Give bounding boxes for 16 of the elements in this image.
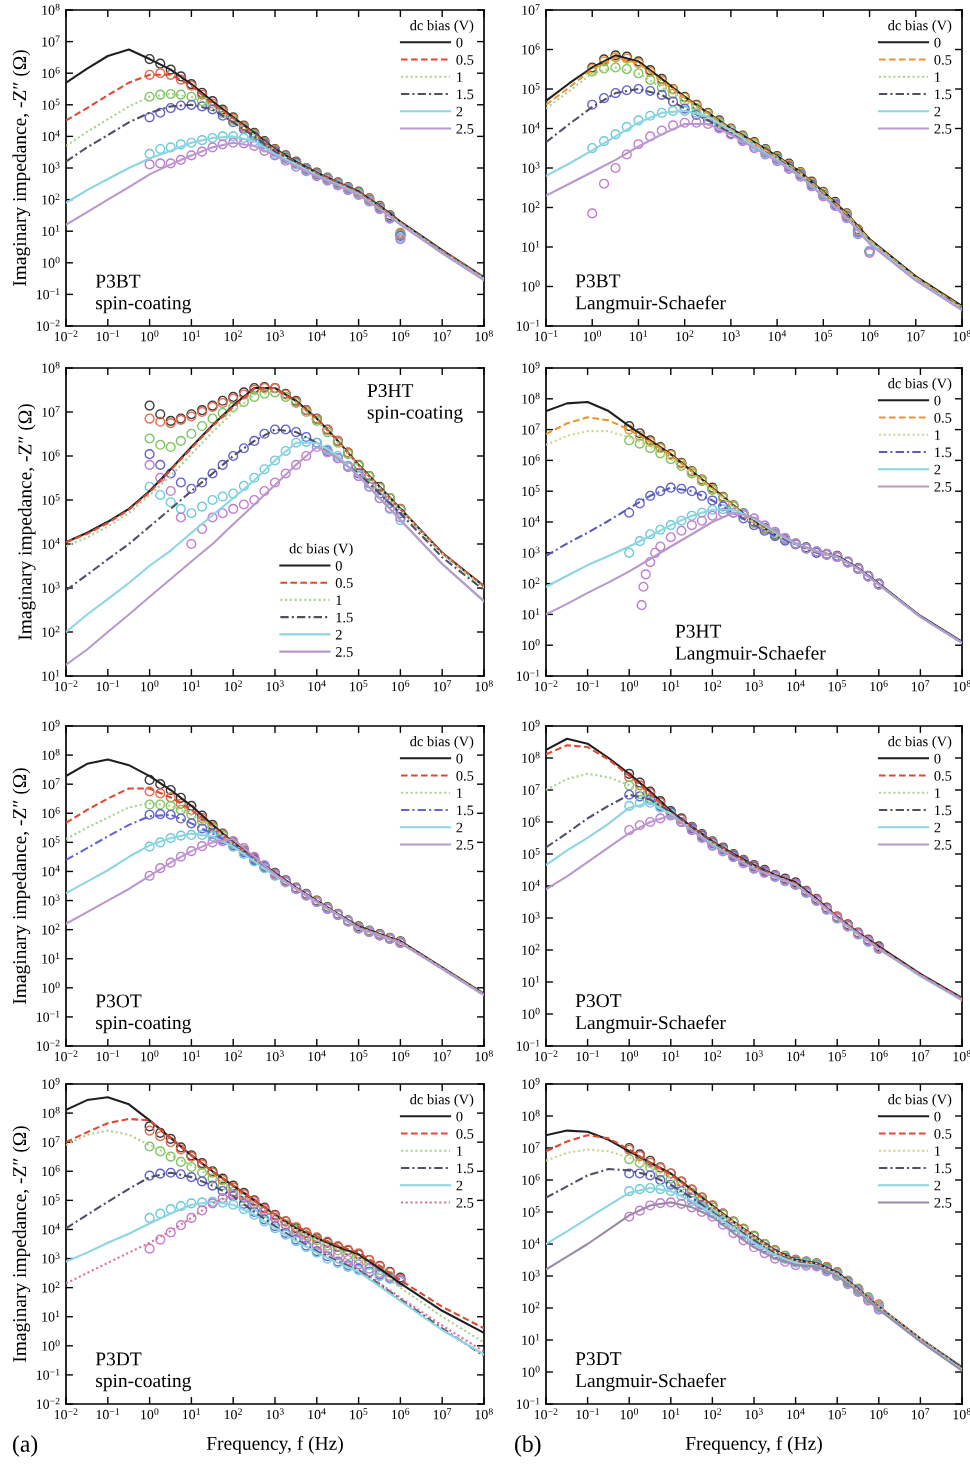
y-axis-title: Imaginary impedance, -Z″ (Ω) xyxy=(12,50,31,287)
x-axis-title: Frequency, f (Hz) xyxy=(206,1436,343,1454)
annotation: P3DT spin-coating xyxy=(95,1352,192,1392)
text: (b) xyxy=(515,1435,541,1457)
y-axis-title: Imaginary impedance, -Z″ (Ω) xyxy=(12,768,31,1005)
annotation: P3BT spin-coating xyxy=(95,274,192,314)
y-axis-title: Imaginary impedance, -Z″ (Ω) xyxy=(17,404,36,641)
annotation: P3OT Langmuir-Schaefer xyxy=(575,994,726,1034)
annotation: P3BT Langmuir-Schaefer xyxy=(575,274,726,314)
annotation: P3DT Langmuir-Schaefer xyxy=(575,1352,726,1392)
annotation: P3HT spin-coating xyxy=(367,384,463,423)
x-axis-title: Frequency, f (Hz) xyxy=(685,1436,822,1454)
y-axis-title: Imaginary impedance, -Z″ (Ω) xyxy=(12,1126,31,1363)
annotation: P3HT Langmuir-Schaefer xyxy=(675,624,826,664)
annotation: P3OT spin-coating xyxy=(95,994,192,1034)
text: (a) xyxy=(13,1435,38,1457)
